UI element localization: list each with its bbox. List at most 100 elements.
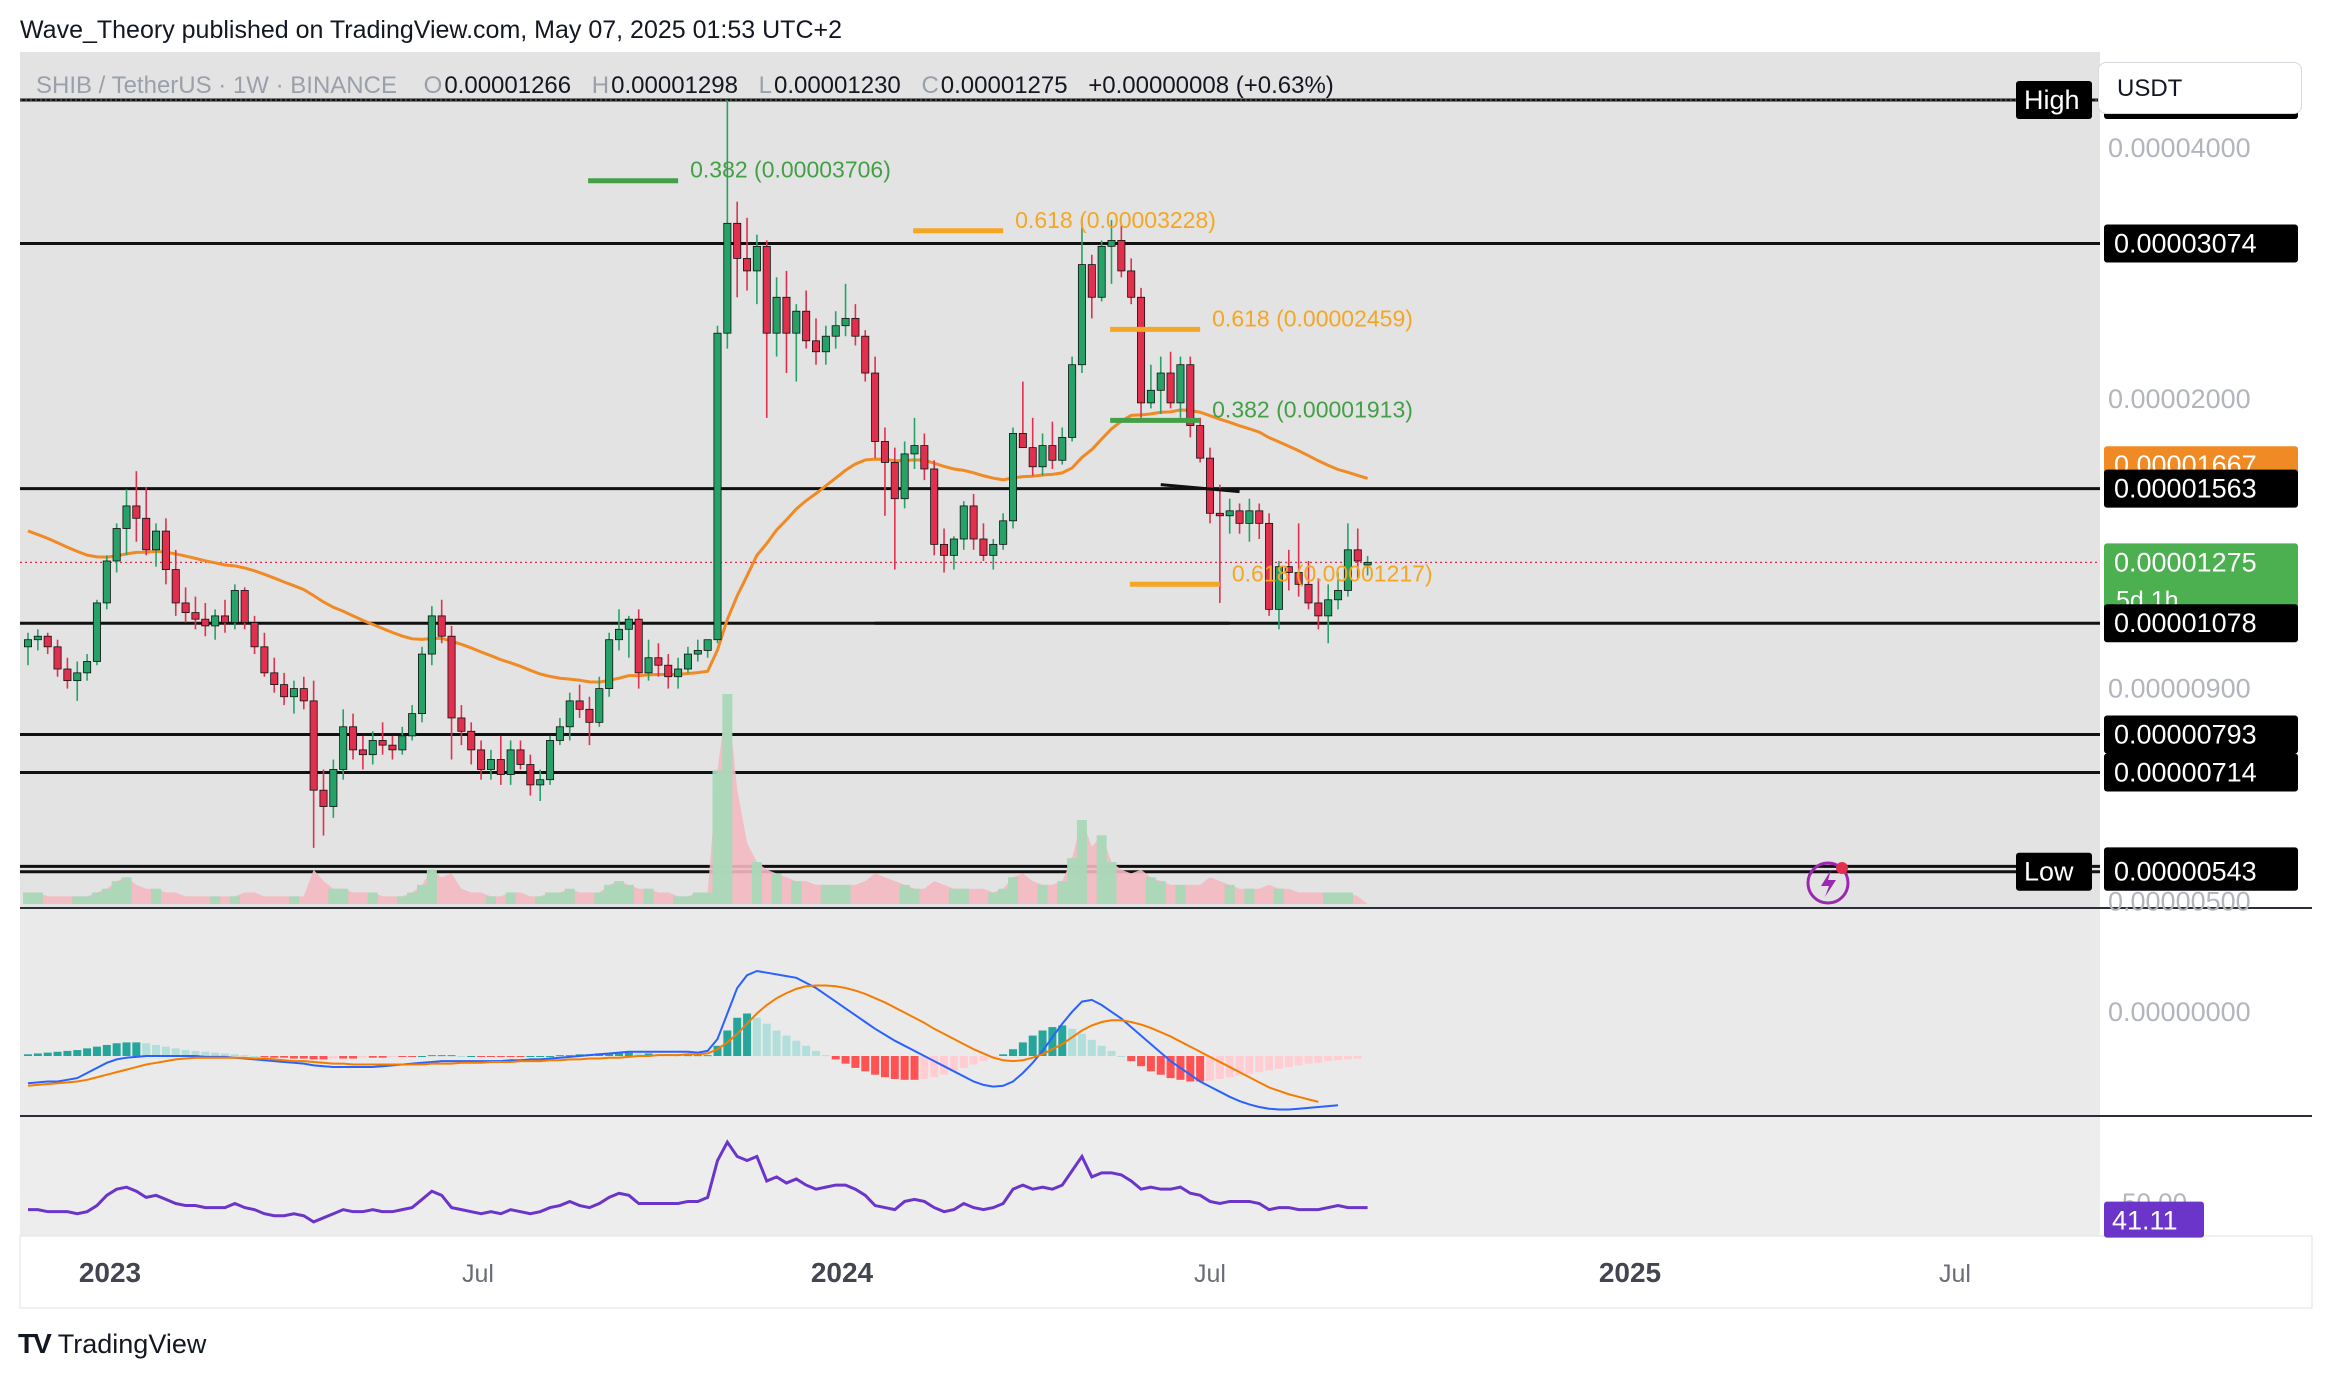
- candle-body: [417, 653, 426, 715]
- macd-histogram-bar: [920, 1056, 929, 1079]
- macd-histogram-bar: [812, 1050, 820, 1056]
- price-badge-value: 0.00001275: [2114, 547, 2257, 577]
- candle-body: [526, 764, 535, 786]
- lightning-icon: [1806, 861, 1850, 905]
- candle-body: [1137, 296, 1146, 404]
- candle-body: [644, 657, 653, 674]
- candle-body: [299, 688, 308, 702]
- candle-body: [880, 441, 889, 463]
- candle-body: [1186, 364, 1195, 426]
- candle-body: [211, 615, 220, 627]
- macd-histogram-bar: [1284, 1056, 1293, 1068]
- macd-histogram-bar: [624, 1052, 633, 1056]
- footer-brand[interactable]: TV TradingView: [18, 1328, 206, 1360]
- candle-body: [1343, 549, 1352, 591]
- macd-histogram-bar: [693, 1055, 702, 1057]
- candle-body: [152, 530, 161, 551]
- candle-body: [53, 646, 62, 670]
- macd-histogram-bar: [73, 1050, 82, 1056]
- macd-histogram-bar: [546, 1056, 555, 1057]
- candle-body: [1058, 437, 1067, 461]
- macd-histogram-bar: [319, 1056, 328, 1060]
- candle-body: [930, 468, 939, 545]
- candle-body: [142, 517, 151, 551]
- candle-body: [1245, 510, 1254, 524]
- candle-body: [595, 688, 604, 723]
- candle-body: [959, 505, 968, 540]
- candle-body: [1274, 566, 1283, 610]
- currency-button[interactable]: USDT: [2098, 62, 2302, 114]
- macd-histogram-bar: [329, 1056, 338, 1059]
- price-badge-value: 0.00001078: [2114, 608, 2257, 638]
- macd-histogram-bar: [1265, 1056, 1274, 1071]
- candle-body: [309, 700, 318, 791]
- candle-body: [624, 618, 633, 630]
- macd-histogram-bar: [358, 1056, 367, 1058]
- macd-histogram-bar: [1087, 1039, 1096, 1056]
- candle-body: [1156, 372, 1165, 391]
- y-axis-tick-label: 0.00004000: [2108, 133, 2251, 163]
- macd-histogram-bar: [949, 1056, 958, 1072]
- candle-body: [782, 296, 791, 334]
- macd-histogram-bar: [467, 1056, 476, 1057]
- macd-histogram-bar: [1166, 1056, 1175, 1079]
- level-tag: [2016, 81, 2092, 120]
- macd-histogram-bar: [92, 1046, 101, 1056]
- macd-histogram-bar: [890, 1056, 899, 1079]
- macd-histogram-bar: [418, 1056, 426, 1057]
- macd-histogram-bar: [605, 1053, 614, 1056]
- candle-body: [1363, 561, 1372, 566]
- candle-body: [467, 730, 476, 751]
- candle-body: [319, 789, 328, 807]
- macd-histogram-bar: [1137, 1056, 1146, 1067]
- candle-body: [191, 612, 200, 620]
- macd-histogram-bar: [831, 1056, 840, 1060]
- macd-histogram-bar: [1245, 1056, 1254, 1074]
- price-badge-value: 0.00000793: [2114, 719, 2257, 749]
- macd-histogram-bar: [132, 1042, 141, 1056]
- macd-histogram-bar: [270, 1056, 279, 1058]
- candle-body: [83, 661, 92, 674]
- fib-label: 0.618 (0.00001217): [1232, 560, 1433, 586]
- macd-histogram-bar: [861, 1056, 870, 1072]
- candle-body: [1265, 522, 1274, 610]
- candle-body: [122, 505, 131, 529]
- fib-label: 0.618 (0.00003228): [1015, 207, 1216, 233]
- macd-histogram-bar: [250, 1056, 259, 1057]
- y-axis-tick-label: 0.00000000: [2108, 997, 2251, 1027]
- macd-histogram-bar: [1146, 1056, 1155, 1072]
- candle-body: [1235, 510, 1244, 524]
- candle-body: [1018, 433, 1027, 449]
- macd-histogram-bar: [930, 1056, 939, 1078]
- macd-histogram-bar: [1274, 1056, 1283, 1069]
- candle-body: [940, 543, 949, 556]
- candle-body: [447, 635, 456, 719]
- symbol-label[interactable]: SHIB / TetherUS · 1W · BINANCE: [36, 72, 397, 99]
- ema-line: [27, 408, 1369, 684]
- macd-histogram-bar: [388, 1056, 397, 1057]
- macd-histogram-bar: [733, 1017, 742, 1056]
- candle-body: [368, 740, 377, 756]
- macd-histogram-bar: [477, 1056, 486, 1057]
- candle-body: [102, 560, 111, 604]
- candle-body: [1127, 270, 1136, 298]
- macd-histogram-bar: [1235, 1056, 1244, 1076]
- candle-body: [861, 335, 870, 374]
- time-axis-label: 2024: [811, 1257, 874, 1288]
- macd-histogram-bar: [506, 1056, 515, 1057]
- candle-body: [1077, 264, 1086, 366]
- price-badge: [2104, 604, 2298, 643]
- macd-histogram-bar: [1107, 1050, 1116, 1056]
- macd-histogram-bar: [1206, 1056, 1214, 1081]
- macd-pane-background: [20, 908, 2100, 1116]
- macd-histogram-bar: [1156, 1056, 1165, 1075]
- macd-histogram-bar: [1097, 1045, 1106, 1056]
- candle-body: [615, 628, 624, 641]
- macd-histogram-bar: [152, 1044, 161, 1056]
- macd-histogram-bar: [221, 1053, 229, 1056]
- candle-body: [427, 615, 436, 655]
- macd-histogram-bar: [1048, 1027, 1057, 1056]
- candle-body: [654, 657, 663, 666]
- candle-body: [1117, 240, 1126, 272]
